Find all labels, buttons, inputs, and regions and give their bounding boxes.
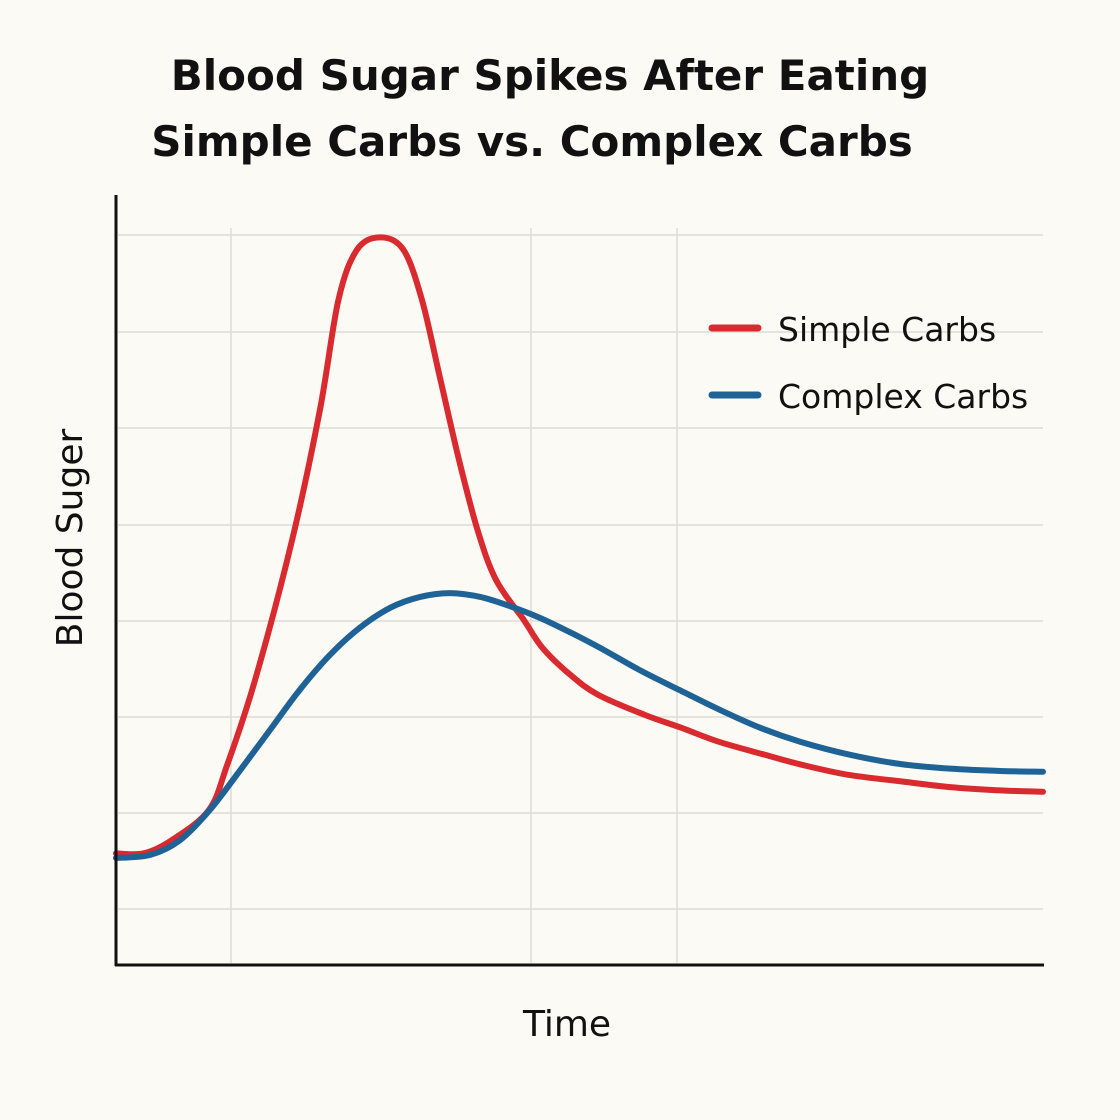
- gridlines: [118, 228, 1043, 963]
- series-lines: [113, 234, 1046, 861]
- y-axis-label: Blood Suger: [50, 429, 91, 648]
- x-axis-label: Time: [522, 1004, 611, 1045]
- series-line-simple-carbs: [113, 234, 1046, 858]
- legend-label-simple-carbs: Simple Carbs: [778, 310, 996, 349]
- chart-title: Blood Sugar Spikes After Eating: [171, 51, 929, 100]
- chart-subtitle: Simple Carbs vs. Complex Carbs: [151, 117, 913, 166]
- series-line-complex-carbs: [113, 590, 1046, 861]
- legend: Simple Carbs Complex Carbs: [708, 310, 1028, 416]
- legend-label-complex-carbs: Complex Carbs: [778, 377, 1028, 416]
